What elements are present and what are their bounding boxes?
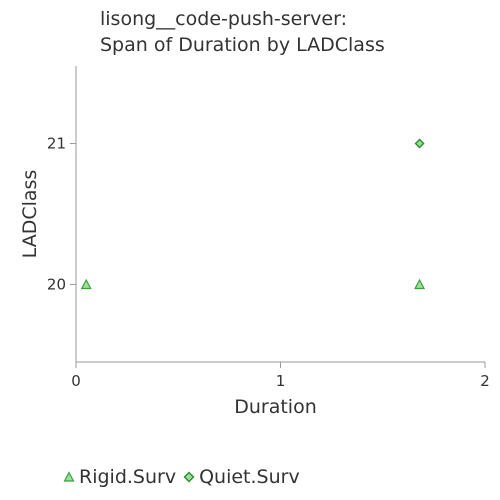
y-tick-label: 21 [47,135,66,153]
chart-title-line-1: lisong__code-push-server: [100,8,347,30]
y-axis-label: LADClass [19,170,41,259]
chart-legend: Rigid.Surv Quiet.Surv [62,464,306,490]
x-tick-label: 1 [276,372,286,390]
x-tick-label: 0 [71,372,81,390]
x-tick-label: 2 [480,372,490,390]
data-point-quiet-surv [414,138,425,149]
legend-label-rigid: Rigid.Surv [79,466,177,488]
data-point-rigid-surv [80,278,92,290]
legend-item-quiet: Quiet.Surv [182,464,300,490]
x-axis-label: Duration [234,396,317,418]
triangle-icon [62,470,76,484]
chart-title-line-2: Span of Duration by LADClass [100,34,385,56]
legend-label-quiet: Quiet.Surv [199,466,300,488]
diamond-icon [182,470,196,484]
data-point-rigid-surv [414,278,426,290]
chart-title: lisong__code-push-server: Span of Durati… [100,6,385,58]
legend-item-rigid: Rigid.Surv [62,464,176,490]
y-tick-label: 20 [47,275,66,293]
